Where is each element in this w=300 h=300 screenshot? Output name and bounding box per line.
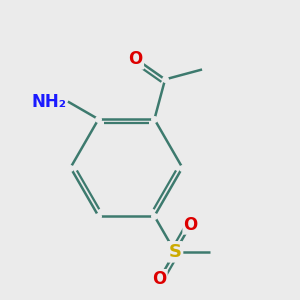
Text: O: O <box>153 270 167 288</box>
Text: O: O <box>128 50 143 68</box>
Text: S: S <box>169 243 182 261</box>
Text: NH₂: NH₂ <box>32 93 66 111</box>
Text: O: O <box>183 216 197 234</box>
